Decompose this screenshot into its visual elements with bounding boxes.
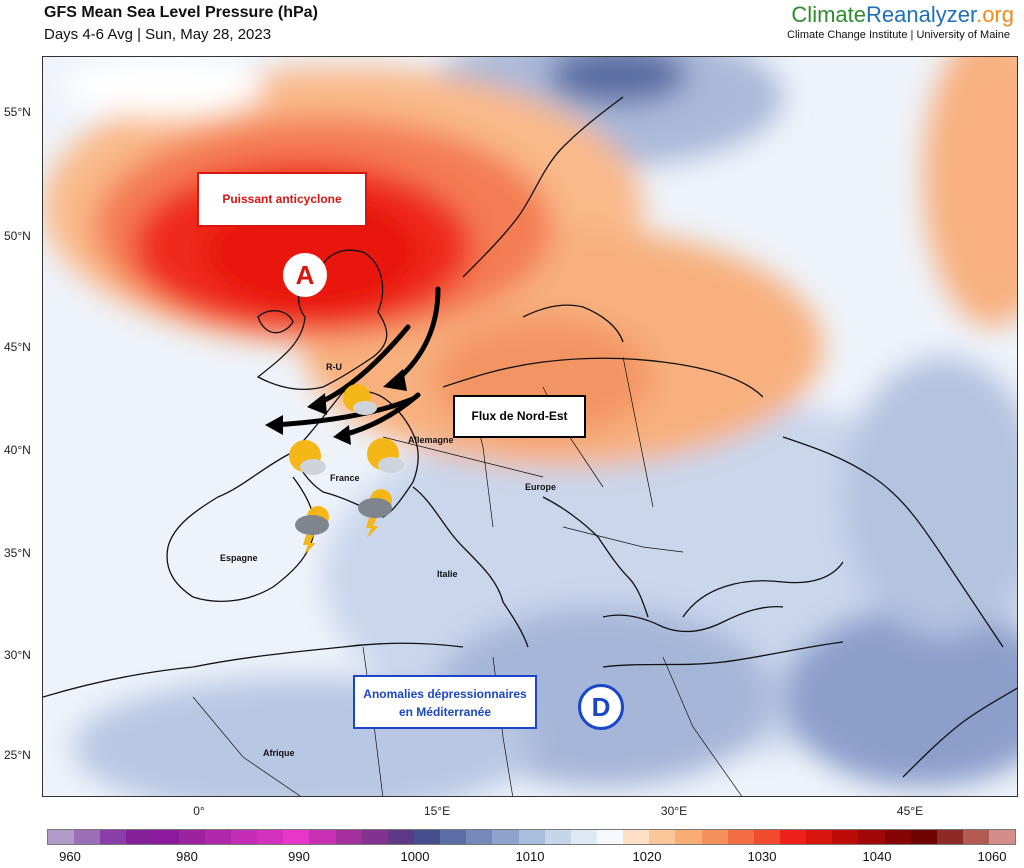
- sun-cloud-icon: [285, 438, 329, 483]
- flow-arrow-3: [270, 396, 416, 428]
- lat-label: 50°N: [4, 229, 31, 243]
- colorbar-swatch: [518, 830, 545, 844]
- colorbar-swatch: [335, 830, 362, 844]
- sun-cloud-icon: [363, 436, 407, 481]
- high-symbol-letter: A: [295, 260, 315, 290]
- colorbar-swatch: [152, 830, 179, 844]
- colorbar-swatch: [440, 830, 467, 844]
- lon-label: 30°E: [660, 804, 688, 818]
- flow-arrows: [270, 286, 441, 438]
- colorbar-swatch: [649, 830, 676, 844]
- colorbar-swatch: [74, 830, 101, 844]
- colorbar-swatch: [204, 830, 231, 844]
- colorbar-swatch: [257, 830, 284, 844]
- colorbar-swatch: [858, 830, 885, 844]
- sun-cloud-icon: [339, 382, 379, 423]
- label-uk: R-U: [326, 362, 342, 372]
- colorbar-swatch: [283, 830, 310, 844]
- thunderstorm-icon: [292, 505, 336, 560]
- brand-logo-part2: Reanalyzer: [866, 2, 977, 27]
- colorbar-label: 1010: [515, 849, 545, 864]
- colorbar-swatch: [701, 830, 728, 844]
- colorbar-swatch: [727, 830, 754, 844]
- brand-logo-part1: Climate: [791, 2, 866, 27]
- colorbar-swatch: [492, 830, 519, 844]
- flow-label: Flux de Nord-Est: [471, 409, 568, 423]
- lat-label: 45°N: [4, 340, 31, 354]
- colorbar-swatch: [100, 830, 127, 844]
- colorbar-swatch: [48, 830, 75, 844]
- label-africa: Afrique: [263, 748, 295, 758]
- colorbar-label: 1030: [747, 849, 777, 864]
- flow-arrow-4: [340, 392, 421, 438]
- label-germany: Allemagne: [408, 435, 454, 445]
- colorbar-swatch: [126, 830, 153, 844]
- low-pressure-symbol: D: [578, 684, 624, 730]
- colorbar-swatch: [936, 830, 963, 844]
- flow-label-box: Flux de Nord-Est: [453, 395, 586, 438]
- colorbar-swatch: [962, 830, 990, 844]
- colorbar-swatch: [413, 830, 441, 844]
- lat-label: 40°N: [4, 443, 31, 457]
- coastlines: [43, 96, 1017, 778]
- flow-arrow-2: [318, 324, 411, 405]
- colorbar-swatch: [884, 830, 911, 844]
- colorbar-swatch: [466, 830, 493, 844]
- colorbar-swatch: [178, 830, 205, 844]
- colorbar-swatch: [309, 830, 336, 844]
- colorbar-label: 1000: [400, 849, 430, 864]
- colorbar-swatch: [596, 830, 624, 844]
- colorbar-swatch: [806, 830, 833, 844]
- borders: [192, 356, 743, 796]
- anomaly-label-line1: Anomalies dépressionnaires: [363, 687, 527, 701]
- colorbar-label: 1020: [632, 849, 662, 864]
- colorbar-label: 1040: [862, 849, 892, 864]
- label-spain: Espagne: [220, 553, 258, 563]
- brand-logo-part3: .org: [976, 2, 1014, 27]
- colorbar-swatch: [910, 830, 937, 844]
- colorbar-swatch: [361, 830, 388, 844]
- colorbar-swatch: [570, 830, 597, 844]
- label-italy: Italie: [437, 569, 458, 579]
- brand-logo[interactable]: ClimateReanalyzer.org: [791, 2, 1014, 28]
- anomaly-label-line2: en Méditerranée: [398, 705, 492, 719]
- colorbar-swatch: [779, 830, 807, 844]
- colorbar-swatch: [544, 830, 571, 844]
- lon-label: 0°: [193, 804, 205, 818]
- colorbar-label: 980: [176, 849, 198, 864]
- lon-label: 45°E: [896, 804, 924, 818]
- lat-label: 25°N: [4, 748, 31, 762]
- colorbar-label: 990: [288, 849, 310, 864]
- label-europe: Europe: [525, 482, 557, 492]
- colorbar-swatch: [753, 830, 780, 844]
- thunderstorm-icon: [355, 488, 399, 543]
- chart-subtitle: Days 4-6 Avg | Sun, May 28, 2023: [44, 26, 272, 43]
- anticyclone-label: Puissant anticyclone: [222, 192, 342, 206]
- colorbar-swatch: [989, 830, 1016, 844]
- colorbar-swatch: [832, 830, 859, 844]
- lat-label: 30°N: [4, 648, 31, 662]
- lon-label: 15°E: [423, 804, 451, 818]
- colorbar-label: 960: [59, 849, 81, 864]
- high-pressure-symbol: A: [283, 253, 327, 297]
- anomaly-label-box: Anomalies dépressionnaires en Méditerran…: [353, 675, 537, 729]
- colorbar-swatch: [387, 830, 414, 844]
- lat-label: 55°N: [4, 105, 31, 119]
- chart-title: GFS Mean Sea Level Pressure (hPa): [44, 4, 318, 21]
- brand-subtitle: Climate Change Institute | University of…: [787, 29, 1010, 41]
- flow-arrow-1: [395, 286, 441, 382]
- colorbar-swatch: [623, 830, 650, 844]
- low-symbol-letter: D: [591, 692, 611, 722]
- label-france: France: [330, 473, 360, 483]
- colorbar-swatch: [675, 830, 702, 844]
- anticyclone-label-box: Puissant anticyclone: [197, 172, 367, 227]
- colorbar-swatch: [230, 830, 258, 844]
- lat-label: 35°N: [4, 546, 31, 560]
- colorbar-label: 1060: [977, 849, 1007, 864]
- pressure-colorbar: [47, 829, 1016, 845]
- arrow-heads: [265, 369, 407, 445]
